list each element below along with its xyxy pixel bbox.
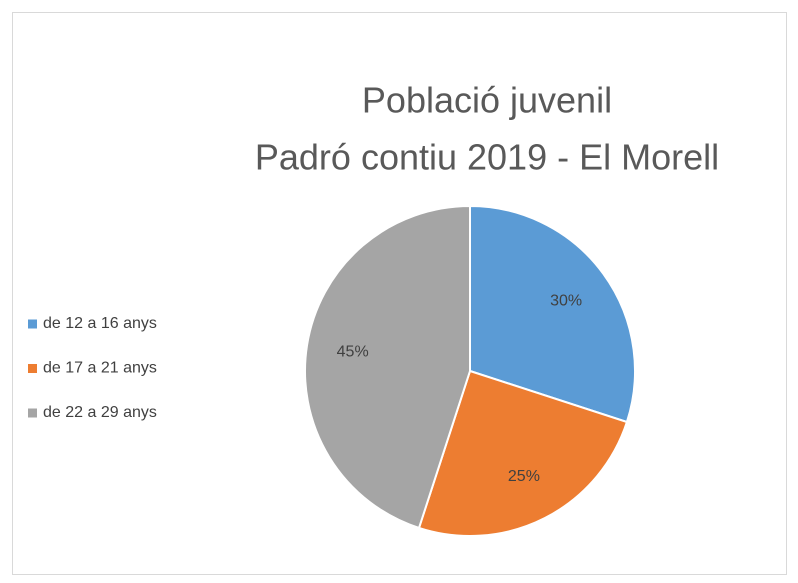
pie-slice	[417, 369, 629, 537]
chart-title: Població juvenil	[362, 80, 612, 121]
legend-label: de 22 a 29 anys	[43, 404, 157, 421]
legend-label: de 12 a 16 anys	[43, 315, 157, 332]
data-label: 25%	[508, 468, 540, 485]
chart-subtitle: Padró contiu 2019 - El Morell	[255, 137, 719, 178]
data-label: 45%	[337, 344, 369, 361]
pie-slice	[304, 204, 471, 530]
legend-swatch	[28, 408, 37, 418]
pie-slice	[469, 204, 636, 424]
legend-label: de 17 a 21 anys	[43, 360, 157, 377]
legend-swatch	[28, 319, 37, 329]
data-label: 30%	[550, 292, 582, 309]
legend-swatch	[28, 364, 37, 373]
